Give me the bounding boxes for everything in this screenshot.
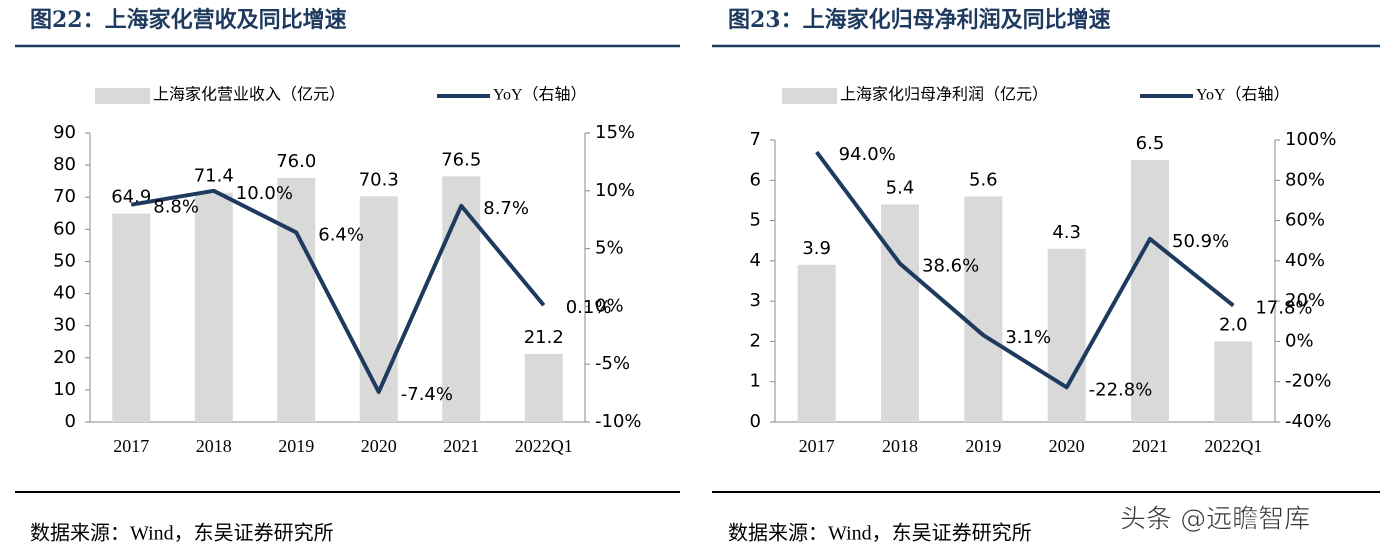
y2-tick-label: -40% xyxy=(1285,411,1332,432)
y-tick-label: 40 xyxy=(53,283,76,304)
y-tick-label: 60 xyxy=(53,218,76,239)
y2-tick-label: 40% xyxy=(1285,250,1325,271)
bar xyxy=(964,196,1003,422)
y2-tick-label: 0% xyxy=(595,295,624,316)
y-tick-label: 6 xyxy=(750,169,761,190)
x-tick-label: 2022Q1 xyxy=(1204,436,1262,456)
bar-label: 5.4 xyxy=(886,177,915,198)
y-tick-label: 70 xyxy=(53,186,76,207)
y-tick-label: 7 xyxy=(750,129,761,150)
y-tick-label: 4 xyxy=(750,250,761,271)
y2-tick-label: 0% xyxy=(1285,330,1314,351)
y-tick-label: 50 xyxy=(53,250,76,271)
line-label: 8.7% xyxy=(483,198,529,219)
source: 数据来源：Wind，东吴证券研究所 xyxy=(728,522,1032,545)
legend-swatch xyxy=(782,88,837,104)
x-tick-label: 2021 xyxy=(443,436,479,456)
line-label: 38.6% xyxy=(922,256,979,277)
line-label: 6.4% xyxy=(318,224,364,245)
x-tick-label: 2018 xyxy=(196,436,232,456)
line-label: -7.4% xyxy=(401,384,453,405)
bar xyxy=(1214,341,1253,422)
bar xyxy=(1131,160,1169,422)
line-label: 50.9% xyxy=(1172,231,1229,252)
y-tick-label: 80 xyxy=(53,154,76,175)
line-label: 0.1% xyxy=(566,297,612,318)
y2-tick-label: -5% xyxy=(595,353,630,374)
y-tick-label: 30 xyxy=(53,315,76,336)
y2-tick-label: 100% xyxy=(1285,129,1336,150)
yoy-line xyxy=(130,188,546,394)
x-tick-label: 2019 xyxy=(278,436,314,456)
y2-tick-label: 10% xyxy=(595,180,635,201)
y-tick-label: 5 xyxy=(750,210,761,231)
x-tick-label: 2020 xyxy=(1049,436,1085,456)
y2-tick-label: 15% xyxy=(595,122,635,143)
bar xyxy=(797,264,836,422)
y-tick-label: 20 xyxy=(53,347,76,368)
yoy-line xyxy=(815,150,1235,390)
line-label: -22.8% xyxy=(1089,379,1153,400)
y-tick-label: 0 xyxy=(65,411,76,432)
bar xyxy=(194,192,233,422)
bar-label: 4.3 xyxy=(1052,222,1081,243)
bar xyxy=(1047,248,1086,422)
y-tick-label: 0 xyxy=(750,411,761,432)
y2-tick-label: -20% xyxy=(1285,371,1332,392)
chart-title: 图22：上海家化营收及同比增速 xyxy=(30,7,347,33)
bar xyxy=(112,213,151,422)
legend-label: 上海家化营业收入（亿元） xyxy=(153,86,345,104)
x-tick-label: 2018 xyxy=(882,436,918,456)
bar-label: 76.5 xyxy=(441,149,481,170)
x-tick-label: 2017 xyxy=(113,436,149,456)
bar-label: 71.4 xyxy=(194,166,234,187)
bar-label: 76.0 xyxy=(276,151,316,172)
line-label: 10.0% xyxy=(236,183,293,204)
x-tick-label: 2019 xyxy=(965,436,1001,456)
y-tick-label: 2 xyxy=(750,330,761,351)
y-tick-label: 90 xyxy=(53,122,76,143)
legend-label: 上海家化归母净利润（亿元） xyxy=(840,86,1048,104)
y2-tick-label: -10% xyxy=(595,411,642,432)
line-label: 3.1% xyxy=(1005,327,1051,348)
bar xyxy=(524,353,563,422)
x-tick-label: 2017 xyxy=(799,436,835,456)
y2-tick-label: 5% xyxy=(595,238,624,259)
bar-label: 5.6 xyxy=(969,169,998,190)
bar-label: 6.5 xyxy=(1136,133,1165,154)
y2-tick-label: 80% xyxy=(1285,169,1325,190)
watermark: 头条 @远瞻智库 xyxy=(1120,505,1310,535)
line-label: 8.8% xyxy=(153,197,199,218)
bar xyxy=(881,204,919,422)
legend-label: YoY（右轴） xyxy=(493,86,587,104)
bar xyxy=(359,196,398,422)
x-tick-label: 2020 xyxy=(361,436,397,456)
source: 数据来源：Wind，东吴证券研究所 xyxy=(30,522,334,545)
chart-title: 图23：上海家化归母净利润及同比增速 xyxy=(728,7,1111,33)
legend-swatch xyxy=(95,88,150,104)
line-label: 17.8% xyxy=(1255,298,1312,319)
x-tick-label: 2022Q1 xyxy=(515,436,573,456)
y-tick-label: 1 xyxy=(750,371,761,392)
x-tick-label: 2021 xyxy=(1132,436,1168,456)
bar-label: 21.2 xyxy=(524,327,564,348)
bar-label: 3.9 xyxy=(802,238,831,259)
bar xyxy=(277,177,316,422)
y-tick-label: 10 xyxy=(53,379,76,400)
y-tick-label: 3 xyxy=(750,290,761,311)
line-label: 94.0% xyxy=(839,144,896,165)
legend-label: YoY（右轴） xyxy=(1196,86,1290,104)
y2-tick-label: 20% xyxy=(1285,290,1325,311)
bar-label: 2.0 xyxy=(1219,314,1248,335)
bar-label: 70.3 xyxy=(359,169,399,190)
y2-tick-label: 60% xyxy=(1285,210,1325,231)
bar xyxy=(442,176,481,422)
